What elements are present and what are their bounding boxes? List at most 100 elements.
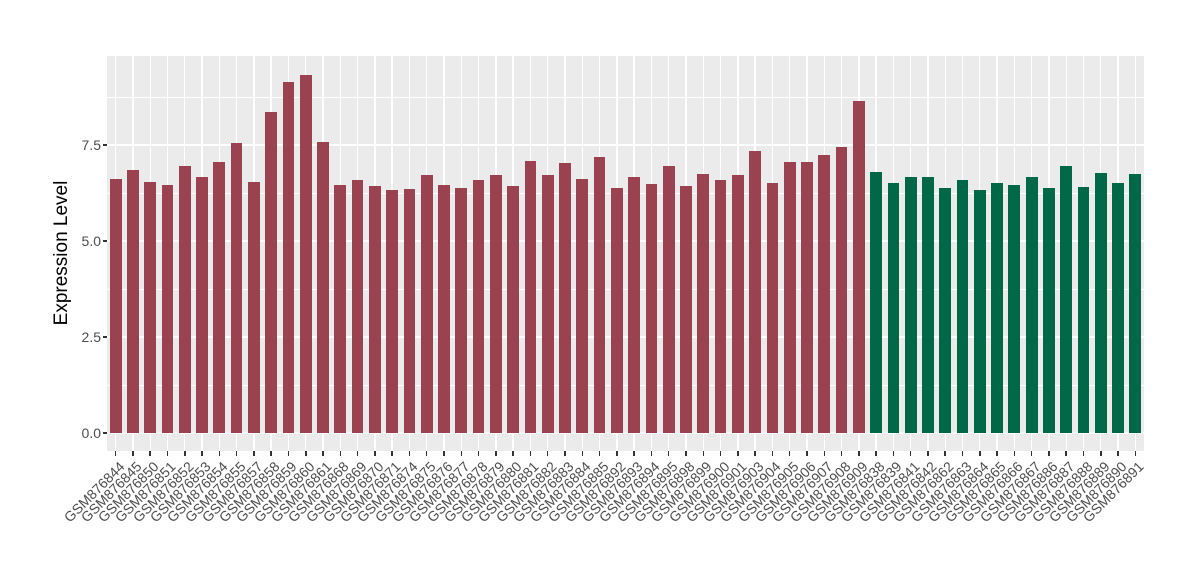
x-tick-mark [322,451,324,456]
x-tick-mark [477,451,480,456]
bar [973,190,986,433]
x-tick-mark [495,451,497,456]
y-tick-label: 2.5 [81,329,101,345]
minor-gridline [107,384,1144,386]
x-tick-mark [564,451,566,456]
bar [801,161,813,433]
bar [680,186,692,433]
bar [870,172,882,433]
plot-panel [107,56,1144,451]
x-tick-mark [443,451,445,456]
bar [559,163,571,433]
bar [541,174,554,433]
x-tick-mark [408,451,411,456]
x-tick-mark [184,451,186,456]
bar [887,182,900,433]
bar [956,179,969,433]
bar [420,174,433,433]
x-tick-mark [425,451,428,456]
x-tick-mark [305,451,307,456]
x-tick-mark [616,451,618,456]
x-tick-mark [754,451,756,456]
bar [507,186,520,433]
x-tick-mark [650,451,653,456]
x-tick-mark [702,451,705,456]
bar [991,182,1003,433]
bar [230,143,243,433]
x-tick-mark [149,451,151,456]
bar [697,173,710,433]
x-tick-mark [1048,451,1050,456]
bar [610,188,623,433]
x-tick-mark [909,451,912,456]
x-tick-mark [218,451,221,456]
bar [1060,166,1073,433]
x-tick-mark [944,451,946,456]
y-tick-mark [103,240,107,242]
x-tick-mark [1065,451,1067,456]
bar [576,179,589,433]
x-tick-mark [892,451,895,456]
x-tick-mark [737,451,739,456]
x-tick-mark [166,451,169,456]
bar [1094,172,1107,433]
bar [766,182,779,433]
x-tick-mark [685,451,687,456]
bar [1077,186,1090,433]
minor-gridline [107,96,1144,98]
y-tick-mark [103,432,107,434]
x-tick-mark [287,451,290,456]
x-tick-mark [1117,451,1119,456]
bar [904,176,917,433]
x-tick-mark [927,451,929,456]
x-tick-mark [114,451,117,456]
bar [1043,187,1055,433]
major-gridline [107,240,1144,242]
bar [1112,182,1124,433]
bar [489,174,502,433]
bar [1129,174,1142,433]
x-tick-mark [806,451,808,456]
major-gridline [107,144,1144,146]
bar [783,161,796,433]
x-tick-mark [633,451,635,456]
x-tick-mark [771,451,774,456]
bar [818,154,831,433]
minor-gridline [107,288,1144,290]
bar [749,150,761,433]
bar [386,189,399,433]
y-tick-mark [103,144,107,146]
bar [178,166,191,433]
bar [317,141,329,433]
x-tick-mark [858,451,860,456]
bar [196,176,208,433]
major-gridline [107,432,1144,434]
y-axis-title: Expression Level [51,180,72,326]
x-tick-mark [235,451,238,456]
bar [472,179,485,433]
bar [282,82,295,433]
bar [731,174,744,433]
bar [109,179,122,433]
x-tick-mark [391,451,393,456]
x-tick-mark [875,451,877,456]
bar [161,184,174,433]
bar [714,179,727,433]
x-tick-mark [840,451,843,456]
bar [939,187,952,433]
bar [403,189,416,433]
x-tick-mark [979,451,981,456]
bar [144,181,157,433]
x-tick-mark [961,451,964,456]
bar [455,188,468,433]
bar [1008,184,1021,433]
x-tick-mark [339,451,342,456]
x-tick-mark [546,451,549,456]
bar [593,156,606,433]
y-tick-mark [103,336,107,338]
y-tick-label: 0.0 [81,425,101,441]
bar [835,146,848,433]
bar [265,111,278,433]
bar [1025,176,1038,433]
